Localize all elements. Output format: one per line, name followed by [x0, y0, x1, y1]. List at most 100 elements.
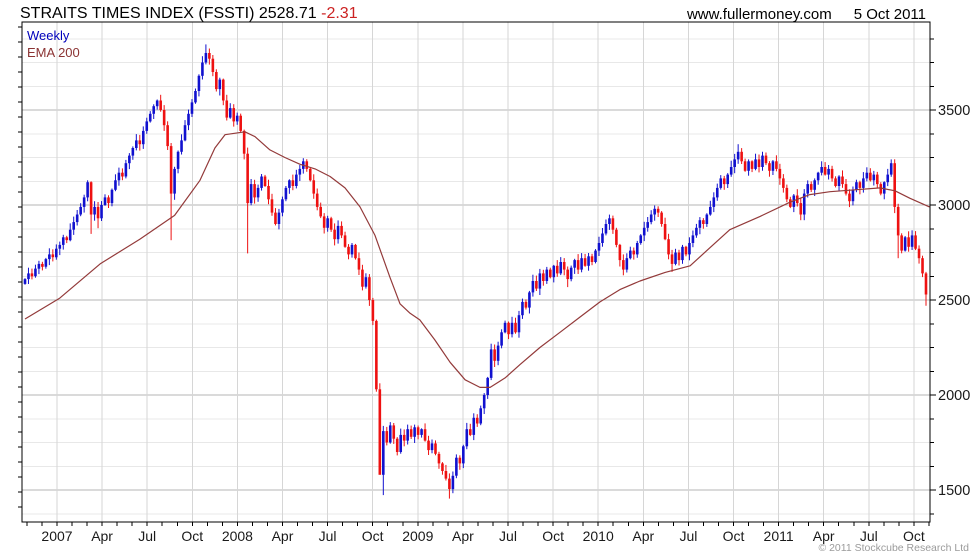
candle-down: [169, 146, 173, 194]
candle-up: [601, 233, 604, 243]
candle-up: [75, 214, 79, 223]
candle-up: [587, 256, 590, 266]
candle-down: [809, 184, 813, 190]
candle-down: [448, 478, 451, 489]
candle-down: [225, 100, 229, 118]
candle-up: [124, 163, 128, 177]
candle-up: [635, 243, 639, 255]
candle-down: [848, 193, 851, 202]
x-axis-label: 2008: [222, 528, 253, 544]
candle-down: [409, 429, 413, 437]
candle-down: [375, 320, 378, 390]
candle-down: [576, 260, 580, 270]
candle-down: [319, 206, 322, 217]
candle-down: [340, 225, 343, 236]
candle-down: [41, 263, 44, 267]
legend-ema-200: EMA 200: [27, 45, 80, 60]
y-axis-label: 3000: [938, 198, 970, 214]
candle-down: [159, 100, 162, 110]
candle-down: [900, 235, 903, 251]
candle-down: [166, 125, 169, 147]
candle-up: [110, 189, 114, 204]
candle-up: [187, 113, 190, 126]
candle-down: [308, 168, 312, 181]
candle-up: [406, 429, 409, 441]
candle-down: [775, 161, 778, 169]
candle-up: [103, 197, 107, 205]
candle-up: [886, 174, 890, 183]
candle-down: [907, 237, 910, 247]
candle-up: [194, 91, 197, 103]
candle-up: [642, 227, 646, 236]
candle-down: [583, 258, 587, 266]
x-axis-label: 2010: [583, 528, 614, 544]
candle-up: [413, 427, 416, 437]
candle-down: [343, 235, 347, 247]
candle-down: [566, 269, 569, 280]
candle-up: [695, 227, 698, 236]
candle-up: [420, 429, 423, 435]
x-axis-label: Jul: [679, 528, 697, 544]
candle-up: [733, 159, 736, 167]
x-axis-label: Apr: [813, 528, 835, 544]
candle-up: [580, 258, 583, 270]
candle-up: [691, 235, 695, 243]
candle-up: [288, 180, 291, 188]
candle-up: [131, 148, 135, 156]
candle-up: [503, 322, 507, 333]
candle-down: [684, 246, 688, 255]
index-name-and-price: STRAITS TIMES INDEX (FSSTI) 2528.71: [20, 5, 322, 22]
candle-up: [37, 263, 41, 269]
candle-down: [162, 110, 166, 126]
y-axis-label: 2500: [938, 293, 970, 309]
candle-down: [841, 176, 844, 185]
candle-down: [555, 265, 559, 274]
candle-down: [402, 434, 406, 441]
candle-down: [468, 429, 472, 435]
candle-up: [180, 140, 183, 152]
candle-down: [416, 427, 420, 435]
copyright-notice: © 2011 Stockcube Research Ltd: [818, 542, 969, 554]
candle-down: [246, 153, 249, 204]
candle-down: [663, 224, 667, 240]
x-axis-label: Oct: [903, 528, 925, 544]
candle-down: [893, 163, 896, 207]
candle-up: [218, 79, 222, 90]
candle-up: [545, 269, 549, 281]
candle-up: [482, 395, 486, 409]
candle-down: [876, 174, 879, 185]
candle-down: [858, 182, 862, 188]
candle-down: [347, 246, 350, 255]
candle-up: [681, 246, 684, 261]
candle-down: [869, 172, 872, 181]
candle-up: [882, 182, 886, 194]
candle-up: [771, 161, 775, 171]
candle-up: [364, 277, 368, 287]
candle-up: [552, 265, 556, 278]
candle-down: [615, 229, 618, 245]
candle-up: [715, 187, 719, 198]
candle-down: [702, 220, 705, 224]
candle-down: [368, 277, 371, 300]
candle-down: [548, 269, 552, 278]
candle-up: [538, 273, 542, 289]
candle-up: [277, 212, 281, 224]
candle-up: [629, 250, 632, 259]
candle-up: [865, 172, 869, 179]
candle-up: [608, 218, 611, 224]
candle-down: [305, 161, 309, 169]
candle-down: [656, 208, 660, 213]
candle-up: [141, 130, 145, 145]
y-axis-label: 1500: [938, 483, 970, 499]
header-right: www.fullermoney.com 5 Oct 2011: [687, 6, 926, 23]
candle-down: [844, 184, 848, 194]
candle-down: [441, 463, 444, 471]
candle-up: [910, 235, 914, 247]
candle-up: [653, 208, 656, 215]
candle-up: [326, 218, 329, 228]
y-axis-label: 2000: [938, 388, 970, 404]
candle-down: [315, 193, 319, 207]
candle-down: [232, 108, 236, 122]
candle-up: [235, 115, 239, 122]
candle-up: [813, 180, 816, 190]
